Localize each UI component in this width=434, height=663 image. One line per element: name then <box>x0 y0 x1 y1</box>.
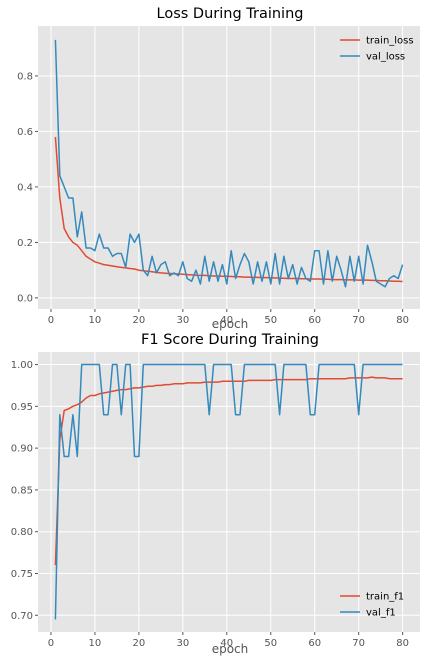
loss-x-tick-label: 10 <box>89 315 102 326</box>
loss-chart: Loss During Training 0.0 0.2 0.4 0.6 0.8 0 10… <box>17 6 420 331</box>
loss-x-tick-label: 80 <box>396 315 409 326</box>
f1-y-tick-label: 0.85 <box>11 485 33 496</box>
f1-x-tick-label: 60 <box>308 638 321 649</box>
f1-y-tick-label: 0.75 <box>11 569 33 580</box>
f1-x-tick-label: 50 <box>264 638 277 649</box>
loss-x-tick-label: 60 <box>308 315 321 326</box>
f1-x-tick-label: 20 <box>133 638 146 649</box>
f1-x-tick-label: 10 <box>89 638 102 649</box>
f1-chart: F1 Score During Training 0.70 0.75 0.80 0.8… <box>11 332 420 656</box>
loss-y-tick-label: 0.4 <box>17 182 33 193</box>
f1-y-tick-label: 0.80 <box>11 527 33 538</box>
loss-x-tick-label: 0 <box>48 315 54 326</box>
train-loss-legend-label: train_loss <box>366 36 414 47</box>
f1-y-tick-label: 0.90 <box>11 444 33 455</box>
train-f1-legend-label: train_f1 <box>366 592 404 603</box>
f1-y-tick-label: 1.00 <box>11 360 33 371</box>
val-loss-legend-label: val_loss <box>366 52 405 63</box>
loss-chart-title: Loss During Training <box>157 6 304 22</box>
loss-legend: train_loss val_loss <box>340 36 414 63</box>
f1-chart-title: F1 Score During Training <box>141 332 319 348</box>
f1-x-tick-label: 30 <box>176 638 189 649</box>
loss-x-tick-label: 40 <box>220 315 233 326</box>
loss-x-tick-label: 30 <box>176 315 189 326</box>
loss-y-tick-label: 0.0 <box>17 293 33 304</box>
loss-x-tick-label: 70 <box>352 315 365 326</box>
train-loss-line <box>54 136 403 283</box>
loss-x-tick-label: 50 <box>264 315 277 326</box>
val-loss-line <box>54 39 404 288</box>
val-f1-line <box>54 363 403 620</box>
f1-x-axis-label: epoch <box>212 642 249 656</box>
f1-legend: train_f1 val_f1 <box>340 592 404 619</box>
f1-x-tick-label: 70 <box>352 638 365 649</box>
loss-y-tick-label: 0.6 <box>17 127 33 138</box>
f1-x-tick-label: 0 <box>48 638 54 649</box>
loss-x-tick-label: 20 <box>133 315 146 326</box>
loss-y-tick-label: 0.8 <box>17 71 33 82</box>
f1-y-tick-label: 0.95 <box>11 402 33 413</box>
f1-x-tick-label: 80 <box>396 638 409 649</box>
loss-y-tick-label: 0.2 <box>17 238 33 249</box>
f1-y-tick-label: 0.70 <box>11 611 33 622</box>
train-f1-line <box>54 376 403 566</box>
f1-x-tick-label: 40 <box>220 638 233 649</box>
val-f1-legend-label: val_f1 <box>366 608 396 619</box>
loss-x-axis-label: epoch <box>212 317 249 331</box>
